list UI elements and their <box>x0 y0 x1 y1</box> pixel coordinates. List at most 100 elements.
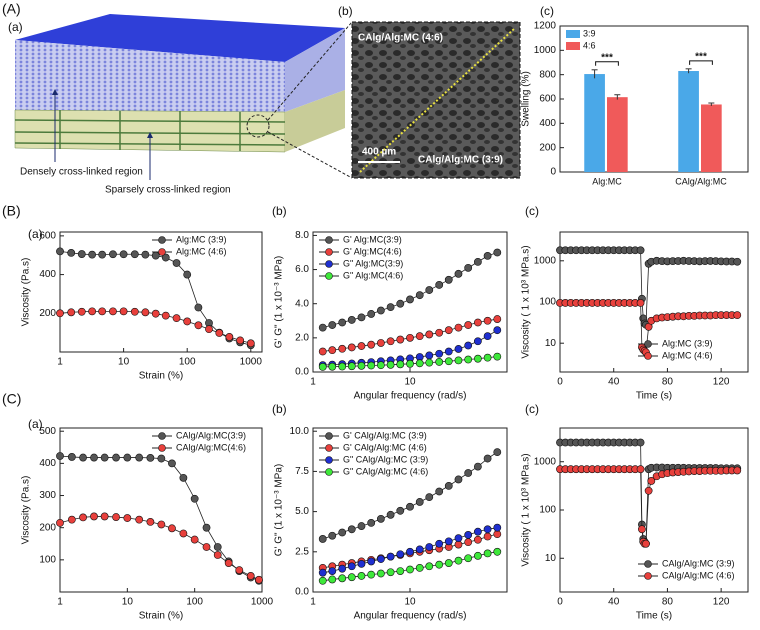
data-point <box>406 295 414 304</box>
data-point <box>376 361 385 370</box>
legend-label: Alg:MC (4:6) <box>662 350 713 360</box>
data-point <box>636 246 645 255</box>
panel-label: (b) <box>338 4 353 18</box>
region-label: Densely cross-linked region <box>20 167 143 178</box>
data-point <box>406 547 414 556</box>
data-point <box>328 531 337 540</box>
panel-label: (b) <box>272 402 287 416</box>
data-point <box>454 475 463 484</box>
legend-label: G' CAlg/Alg:MC (3:9) <box>343 430 427 440</box>
x-tick-label: 40 <box>608 377 620 388</box>
data-point <box>98 250 107 259</box>
data-point <box>493 547 502 556</box>
data-point <box>357 572 366 580</box>
x-axis-label: Angular frequency (rad/s) <box>354 611 467 622</box>
data-point <box>146 517 155 526</box>
data-point <box>473 337 482 346</box>
data-point <box>67 308 76 317</box>
data-point <box>168 524 176 533</box>
data-point <box>130 307 139 316</box>
data-point <box>464 538 473 547</box>
data-point <box>151 309 160 318</box>
panel-label: (c) <box>525 204 539 218</box>
data-point <box>141 250 150 259</box>
y-tick-label: 400 <box>39 269 56 280</box>
legend-marker <box>644 560 652 568</box>
data-point <box>141 308 150 317</box>
y-tick-label: 10 <box>545 338 557 349</box>
legend-label: G' Alg:MC(4:6) <box>343 246 402 256</box>
legend-label: G" Alg:MC(4:6) <box>343 270 403 280</box>
data-point <box>347 362 356 371</box>
data-point <box>100 512 109 521</box>
data-point <box>135 453 144 462</box>
data-point <box>190 494 199 503</box>
data-point <box>328 575 337 584</box>
data-point <box>56 247 64 256</box>
legend-marker <box>325 260 333 268</box>
section-label: (A) <box>2 1 21 17</box>
legend-marker <box>644 340 652 348</box>
data-point <box>473 318 482 327</box>
data-point <box>386 568 395 577</box>
data-point <box>255 575 263 584</box>
data-point <box>444 347 453 356</box>
data-point <box>183 317 192 326</box>
legend-marker <box>158 236 166 244</box>
y-tick-label: 5.0 <box>295 506 309 517</box>
data-point <box>638 525 646 534</box>
x-tick-label: 10 <box>404 597 416 608</box>
data-point <box>100 453 109 462</box>
data-point <box>194 321 203 330</box>
data-point <box>347 573 356 582</box>
panel-label: (b) <box>272 204 287 218</box>
fibers <box>14 110 286 151</box>
data-point <box>109 250 117 259</box>
x-tick-label: 1000 <box>240 357 263 368</box>
zoom-circle <box>246 114 270 138</box>
x-axis-label: Strain (%) <box>139 611 183 622</box>
data-point <box>367 361 376 370</box>
data-point <box>157 454 166 463</box>
data-point <box>328 362 337 371</box>
region-label: Sparsely cross-linked region <box>105 185 231 196</box>
data-point <box>79 453 87 462</box>
data-point <box>338 318 347 327</box>
data-point <box>473 354 482 363</box>
x-tick-label: 0 <box>557 377 563 388</box>
panel-label: (c) <box>525 402 539 416</box>
significance-label: *** <box>695 51 707 62</box>
data-point <box>376 569 385 578</box>
legend-label: Alg:MC (3:9) <box>662 338 713 348</box>
data-point <box>367 340 376 349</box>
data-point <box>473 535 482 544</box>
block-dense <box>15 40 285 112</box>
y-tick-label: 0.0 <box>295 367 309 378</box>
x-tick-label: 40 <box>608 597 620 608</box>
data-point <box>90 453 98 462</box>
data-point <box>386 303 395 312</box>
data-point <box>88 307 97 316</box>
data-point <box>376 306 385 315</box>
data-point <box>473 551 482 560</box>
legend-marker <box>644 352 652 360</box>
data-point <box>318 323 327 332</box>
data-point <box>225 333 234 341</box>
data-point <box>493 326 502 335</box>
y-tick-label: 1000 <box>534 255 557 266</box>
y-tick-label: 200 <box>539 142 556 153</box>
bar <box>584 74 605 172</box>
data-point <box>347 316 356 324</box>
x-tick-label: 10 <box>404 377 416 388</box>
data-point <box>123 453 132 462</box>
y-axis-label: Swelling (%) <box>521 71 532 127</box>
x-tick-label: 80 <box>662 597 674 608</box>
data-point <box>464 554 473 563</box>
data-point <box>183 270 192 279</box>
x-tick-label: Alg:MC <box>592 176 622 186</box>
data-point <box>636 299 645 307</box>
data-point <box>493 448 502 457</box>
legend-label: Alg:MC (4:6) <box>176 246 227 256</box>
data-point <box>464 355 473 364</box>
data-point <box>386 360 395 369</box>
